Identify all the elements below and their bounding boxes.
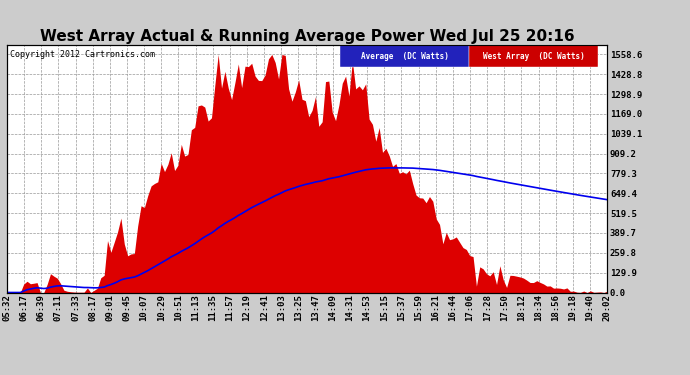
FancyBboxPatch shape (469, 45, 598, 67)
FancyBboxPatch shape (340, 45, 469, 67)
Text: Copyright 2012 Cartronics.com: Copyright 2012 Cartronics.com (10, 50, 155, 59)
Text: West Array  (DC Watts): West Array (DC Watts) (483, 52, 584, 61)
Text: Average  (DC Watts): Average (DC Watts) (361, 52, 448, 61)
Title: West Array Actual & Running Average Power Wed Jul 25 20:16: West Array Actual & Running Average Powe… (40, 29, 574, 44)
